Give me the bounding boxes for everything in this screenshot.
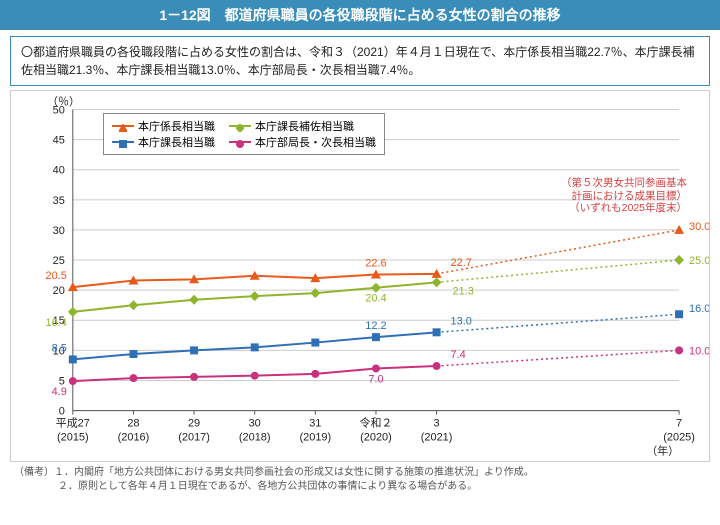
svg-text:40: 40 — [53, 165, 65, 177]
svg-text:29: 29 — [188, 418, 200, 430]
svg-text:16.0: 16.0 — [689, 303, 709, 315]
svg-text:4.9: 4.9 — [52, 386, 67, 398]
svg-text:(2018): (2018) — [239, 432, 271, 444]
svg-text:（年）: （年） — [646, 443, 679, 457]
svg-text:(2016): (2016) — [118, 432, 150, 444]
svg-text:(2020): (2020) — [360, 432, 392, 444]
svg-text:21.3: 21.3 — [453, 285, 474, 297]
chart-area: （％） 本庁係長相当職本庁課長補佐相当職本庁課長相当職本庁部局長・次長相当職 （… — [10, 90, 710, 462]
legend: 本庁係長相当職本庁課長補佐相当職本庁課長相当職本庁部局長・次長相当職 — [103, 113, 385, 155]
target-annotation: （第５次男女共同参画基本計画における成果目標）（いずれも2025年度末） — [561, 177, 687, 215]
svg-text:13.0: 13.0 — [451, 315, 472, 327]
svg-text:30.0: 30.0 — [689, 221, 709, 233]
svg-text:16.4: 16.4 — [46, 317, 67, 329]
svg-text:3: 3 — [434, 418, 440, 430]
legend-item: 本庁部局長・次長相当職 — [229, 134, 376, 150]
legend-item: 本庁課長相当職 — [112, 134, 215, 150]
svg-text:25.0: 25.0 — [689, 255, 709, 267]
svg-text:45: 45 — [53, 135, 65, 147]
svg-text:30: 30 — [53, 225, 65, 237]
svg-text:10.0: 10.0 — [689, 345, 709, 357]
svg-text:31: 31 — [309, 418, 321, 430]
svg-text:20.5: 20.5 — [46, 270, 67, 282]
svg-text:22.7: 22.7 — [451, 257, 472, 269]
svg-text:0: 0 — [59, 406, 65, 418]
svg-text:35: 35 — [53, 195, 65, 207]
svg-text:7: 7 — [676, 418, 682, 430]
legend-item: 本庁課長補佐相当職 — [229, 118, 376, 134]
svg-text:7.4: 7.4 — [451, 349, 466, 361]
svg-text:30: 30 — [249, 418, 261, 430]
svg-text:12.2: 12.2 — [365, 320, 386, 332]
svg-text:28: 28 — [127, 418, 139, 430]
svg-text:8.5: 8.5 — [52, 342, 67, 354]
chart-title: 1－12図 都道府県職員の各役職段階に占める女性の割合の推移 — [0, 0, 720, 30]
svg-text:7.0: 7.0 — [368, 373, 383, 385]
svg-text:平成27: 平成27 — [56, 417, 90, 430]
svg-text:(2019): (2019) — [299, 432, 331, 444]
svg-text:(2025): (2025) — [663, 432, 695, 444]
svg-text:(2017): (2017) — [178, 432, 210, 444]
svg-text:20.4: 20.4 — [365, 293, 386, 305]
svg-text:(2021): (2021) — [421, 432, 453, 444]
svg-text:25: 25 — [53, 255, 65, 267]
legend-item: 本庁係長相当職 — [112, 118, 215, 134]
y-axis-unit: （％） — [47, 93, 80, 109]
svg-text:22.6: 22.6 — [365, 258, 386, 270]
svg-text:20: 20 — [53, 285, 65, 297]
svg-text:令和２: 令和２ — [360, 416, 393, 430]
footnotes: （備考）１．内閣府「地方公共団体における男女共同参画社会の形成又は女性に関する施… — [14, 466, 706, 494]
summary-text: 〇都道府県職員の各役職段階に占める女性の割合は、令和３（2021）年４月１日現在… — [10, 36, 710, 86]
svg-text:(2015): (2015) — [57, 432, 89, 444]
